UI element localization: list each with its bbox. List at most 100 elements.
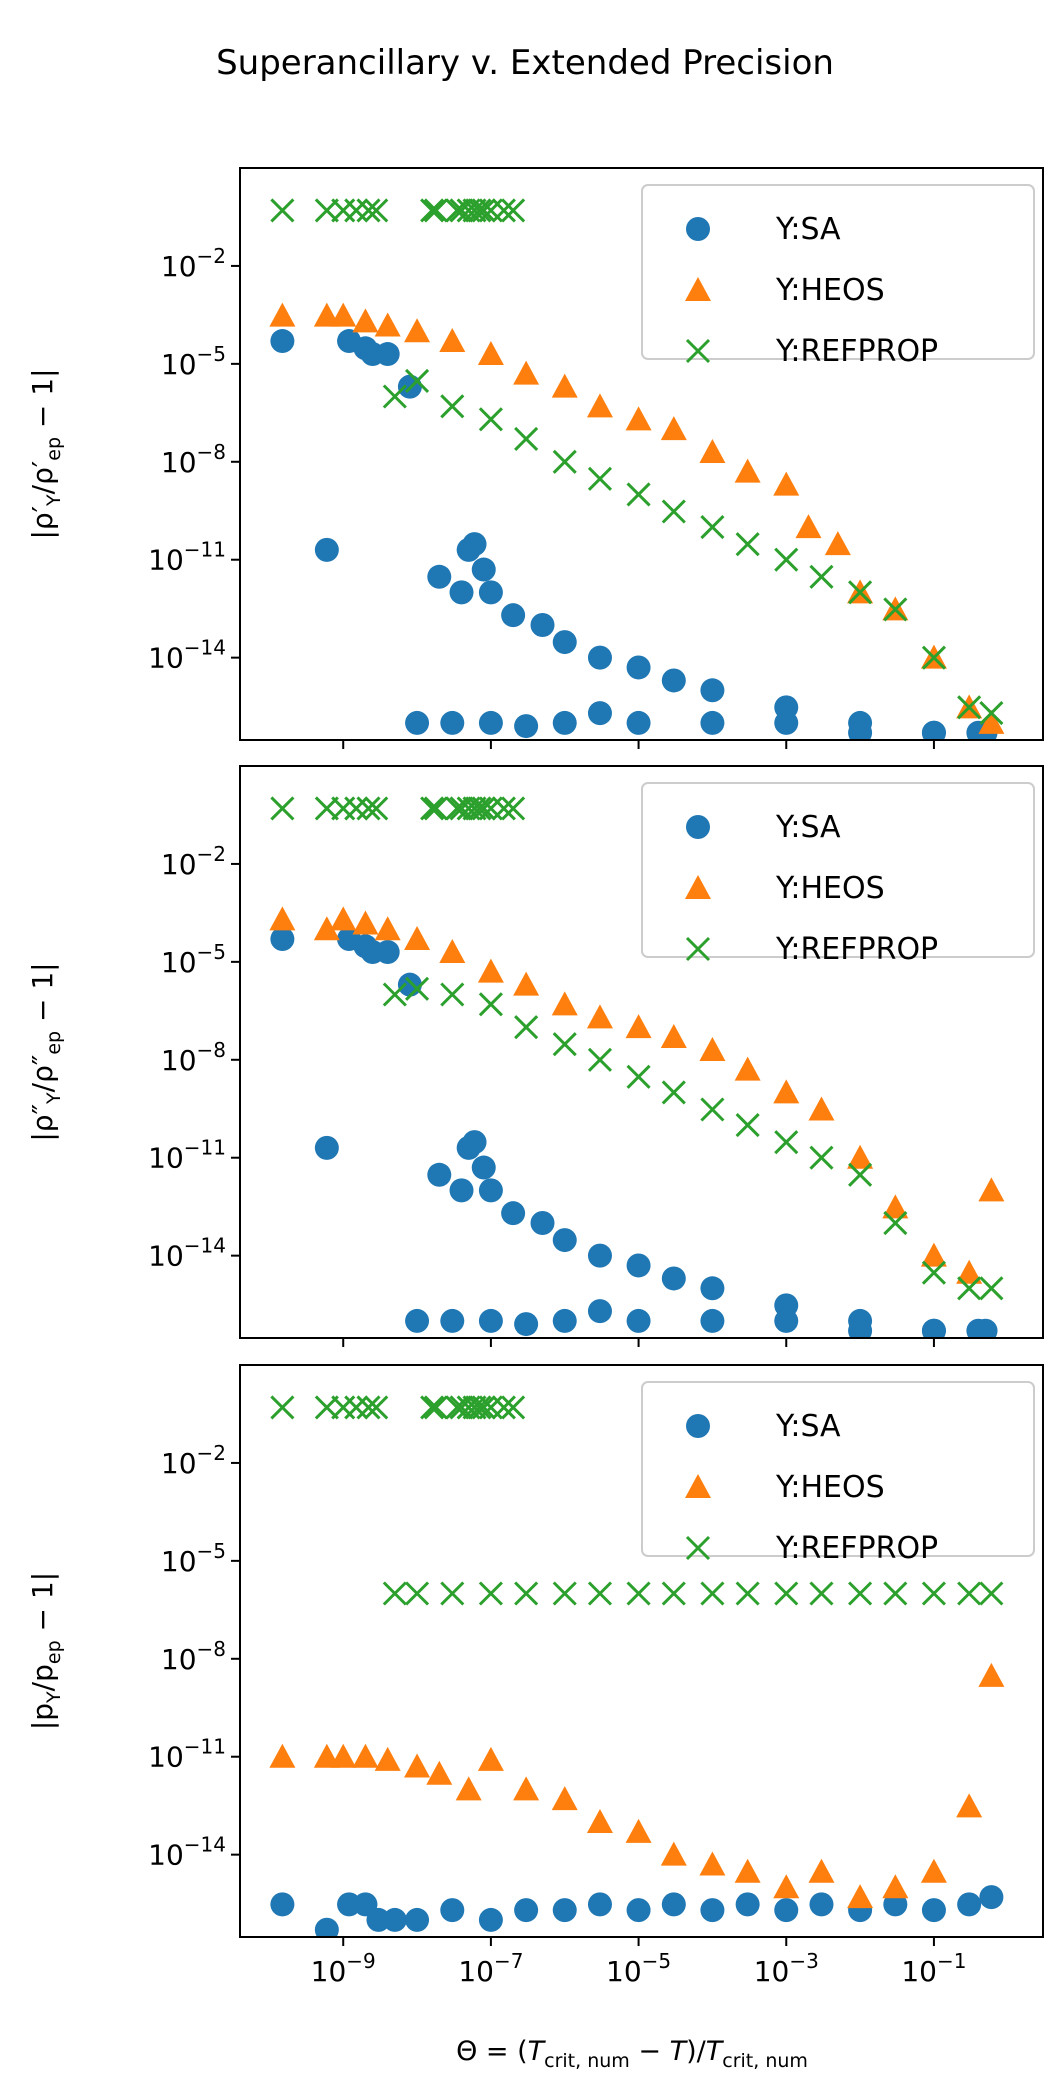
data-point: [921, 1318, 946, 1338]
data-point: [700, 678, 725, 703]
x-tick-label: 10−7: [458, 1949, 523, 1988]
data-point: [808, 1858, 835, 1883]
y-tick-label: 10−2: [161, 244, 226, 283]
data-point: [513, 1776, 540, 1801]
data-point: [405, 710, 430, 735]
data-point: [352, 308, 379, 333]
data-point: [700, 1276, 725, 1301]
data-point: [374, 312, 401, 337]
data-point: [423, 796, 448, 821]
data-point: [979, 1885, 1004, 1910]
data-point: [700, 1581, 725, 1606]
series-heos: [269, 302, 1005, 734]
data-point: [552, 1898, 577, 1923]
data-point: [331, 1395, 356, 1420]
data-point: [501, 1201, 526, 1226]
legend-label: Y:SA: [775, 810, 841, 845]
legend-box: [641, 782, 1035, 958]
data-point: [420, 1395, 445, 1420]
data-point: [313, 916, 340, 941]
figure-title: Superancillary v. Extended Precision: [216, 43, 834, 83]
series-refprop: [270, 796, 1004, 1301]
data-point: [921, 1260, 946, 1285]
data-point: [587, 1299, 612, 1324]
data-point: [699, 438, 726, 463]
data-point: [397, 972, 422, 997]
data-point: [478, 407, 503, 432]
data-point: [700, 515, 725, 540]
data-point: [445, 796, 470, 821]
data-point: [978, 709, 1005, 734]
data-point: [552, 1308, 577, 1333]
x-tick-label: 10−9: [311, 1949, 376, 1988]
legend-label: Y:REFPROP: [775, 334, 938, 369]
data-point: [331, 198, 356, 223]
data-point: [513, 360, 540, 385]
data-point: [501, 1395, 526, 1420]
legend-marker-triangle: [685, 875, 711, 899]
data-point: [978, 1177, 1005, 1202]
y-tick-label: 10−8: [161, 440, 226, 479]
data-point: [847, 1884, 874, 1909]
legend-label: Y:HEOS: [775, 871, 885, 906]
data-point: [551, 1786, 578, 1811]
y-tick-label: 10−5: [161, 940, 226, 979]
legend-marker-triangle: [685, 1474, 711, 1498]
data-point: [966, 1318, 991, 1338]
series-heos: [269, 1662, 1005, 1909]
series-sa: [270, 927, 998, 1338]
data-point: [440, 1308, 465, 1333]
data-point: [921, 720, 946, 740]
data-point: [661, 1581, 686, 1606]
data-point: [330, 906, 357, 931]
legend-marker-circle: [686, 1414, 710, 1438]
data-point: [735, 532, 760, 557]
data-point: [957, 1276, 982, 1301]
data-point: [356, 796, 381, 821]
data-point: [420, 796, 445, 821]
data-point: [382, 982, 407, 1007]
x-tick-label: 10−1: [901, 1949, 966, 1988]
legend-label: Y:SA: [775, 212, 841, 247]
data-point: [514, 1581, 539, 1606]
data-point: [270, 927, 295, 952]
data-point: [809, 1892, 834, 1917]
y-tick-label: 10−11: [148, 1735, 226, 1774]
data-point: [586, 393, 613, 418]
data-point: [626, 1581, 651, 1606]
data-point: [478, 1581, 503, 1606]
data-point: [478, 1308, 503, 1333]
data-point: [270, 329, 295, 354]
data-point: [551, 373, 578, 398]
data-point: [979, 701, 1004, 726]
data-point: [882, 1874, 909, 1899]
data-point: [848, 1318, 873, 1338]
data-point: [773, 1874, 800, 1899]
data-point: [774, 1130, 799, 1155]
data-point: [587, 701, 612, 726]
series-sa: [270, 1885, 1004, 1937]
data-point: [552, 449, 577, 474]
data-point: [625, 406, 652, 431]
y-tick-label: 10−8: [161, 1637, 226, 1676]
legend-label: Y:SA: [775, 1409, 841, 1444]
data-point: [270, 198, 295, 223]
data-point: [883, 1892, 908, 1917]
y-tick-label: 10−2: [161, 1441, 226, 1480]
data-point: [514, 1015, 539, 1040]
data-point: [427, 564, 452, 589]
data-point: [625, 1818, 652, 1843]
data-point: [957, 695, 982, 720]
plot-area: [269, 198, 1005, 740]
x-tick-label: 10−5: [606, 1949, 671, 1988]
data-point: [847, 1144, 874, 1169]
data-point: [625, 1014, 652, 1039]
data-point: [352, 1743, 379, 1768]
data-point: [467, 796, 492, 821]
data-point: [445, 1395, 470, 1420]
data-point: [344, 198, 369, 223]
data-point: [514, 1898, 539, 1923]
data-point: [586, 1809, 613, 1834]
data-point: [661, 1892, 686, 1917]
data-point: [920, 1858, 947, 1883]
